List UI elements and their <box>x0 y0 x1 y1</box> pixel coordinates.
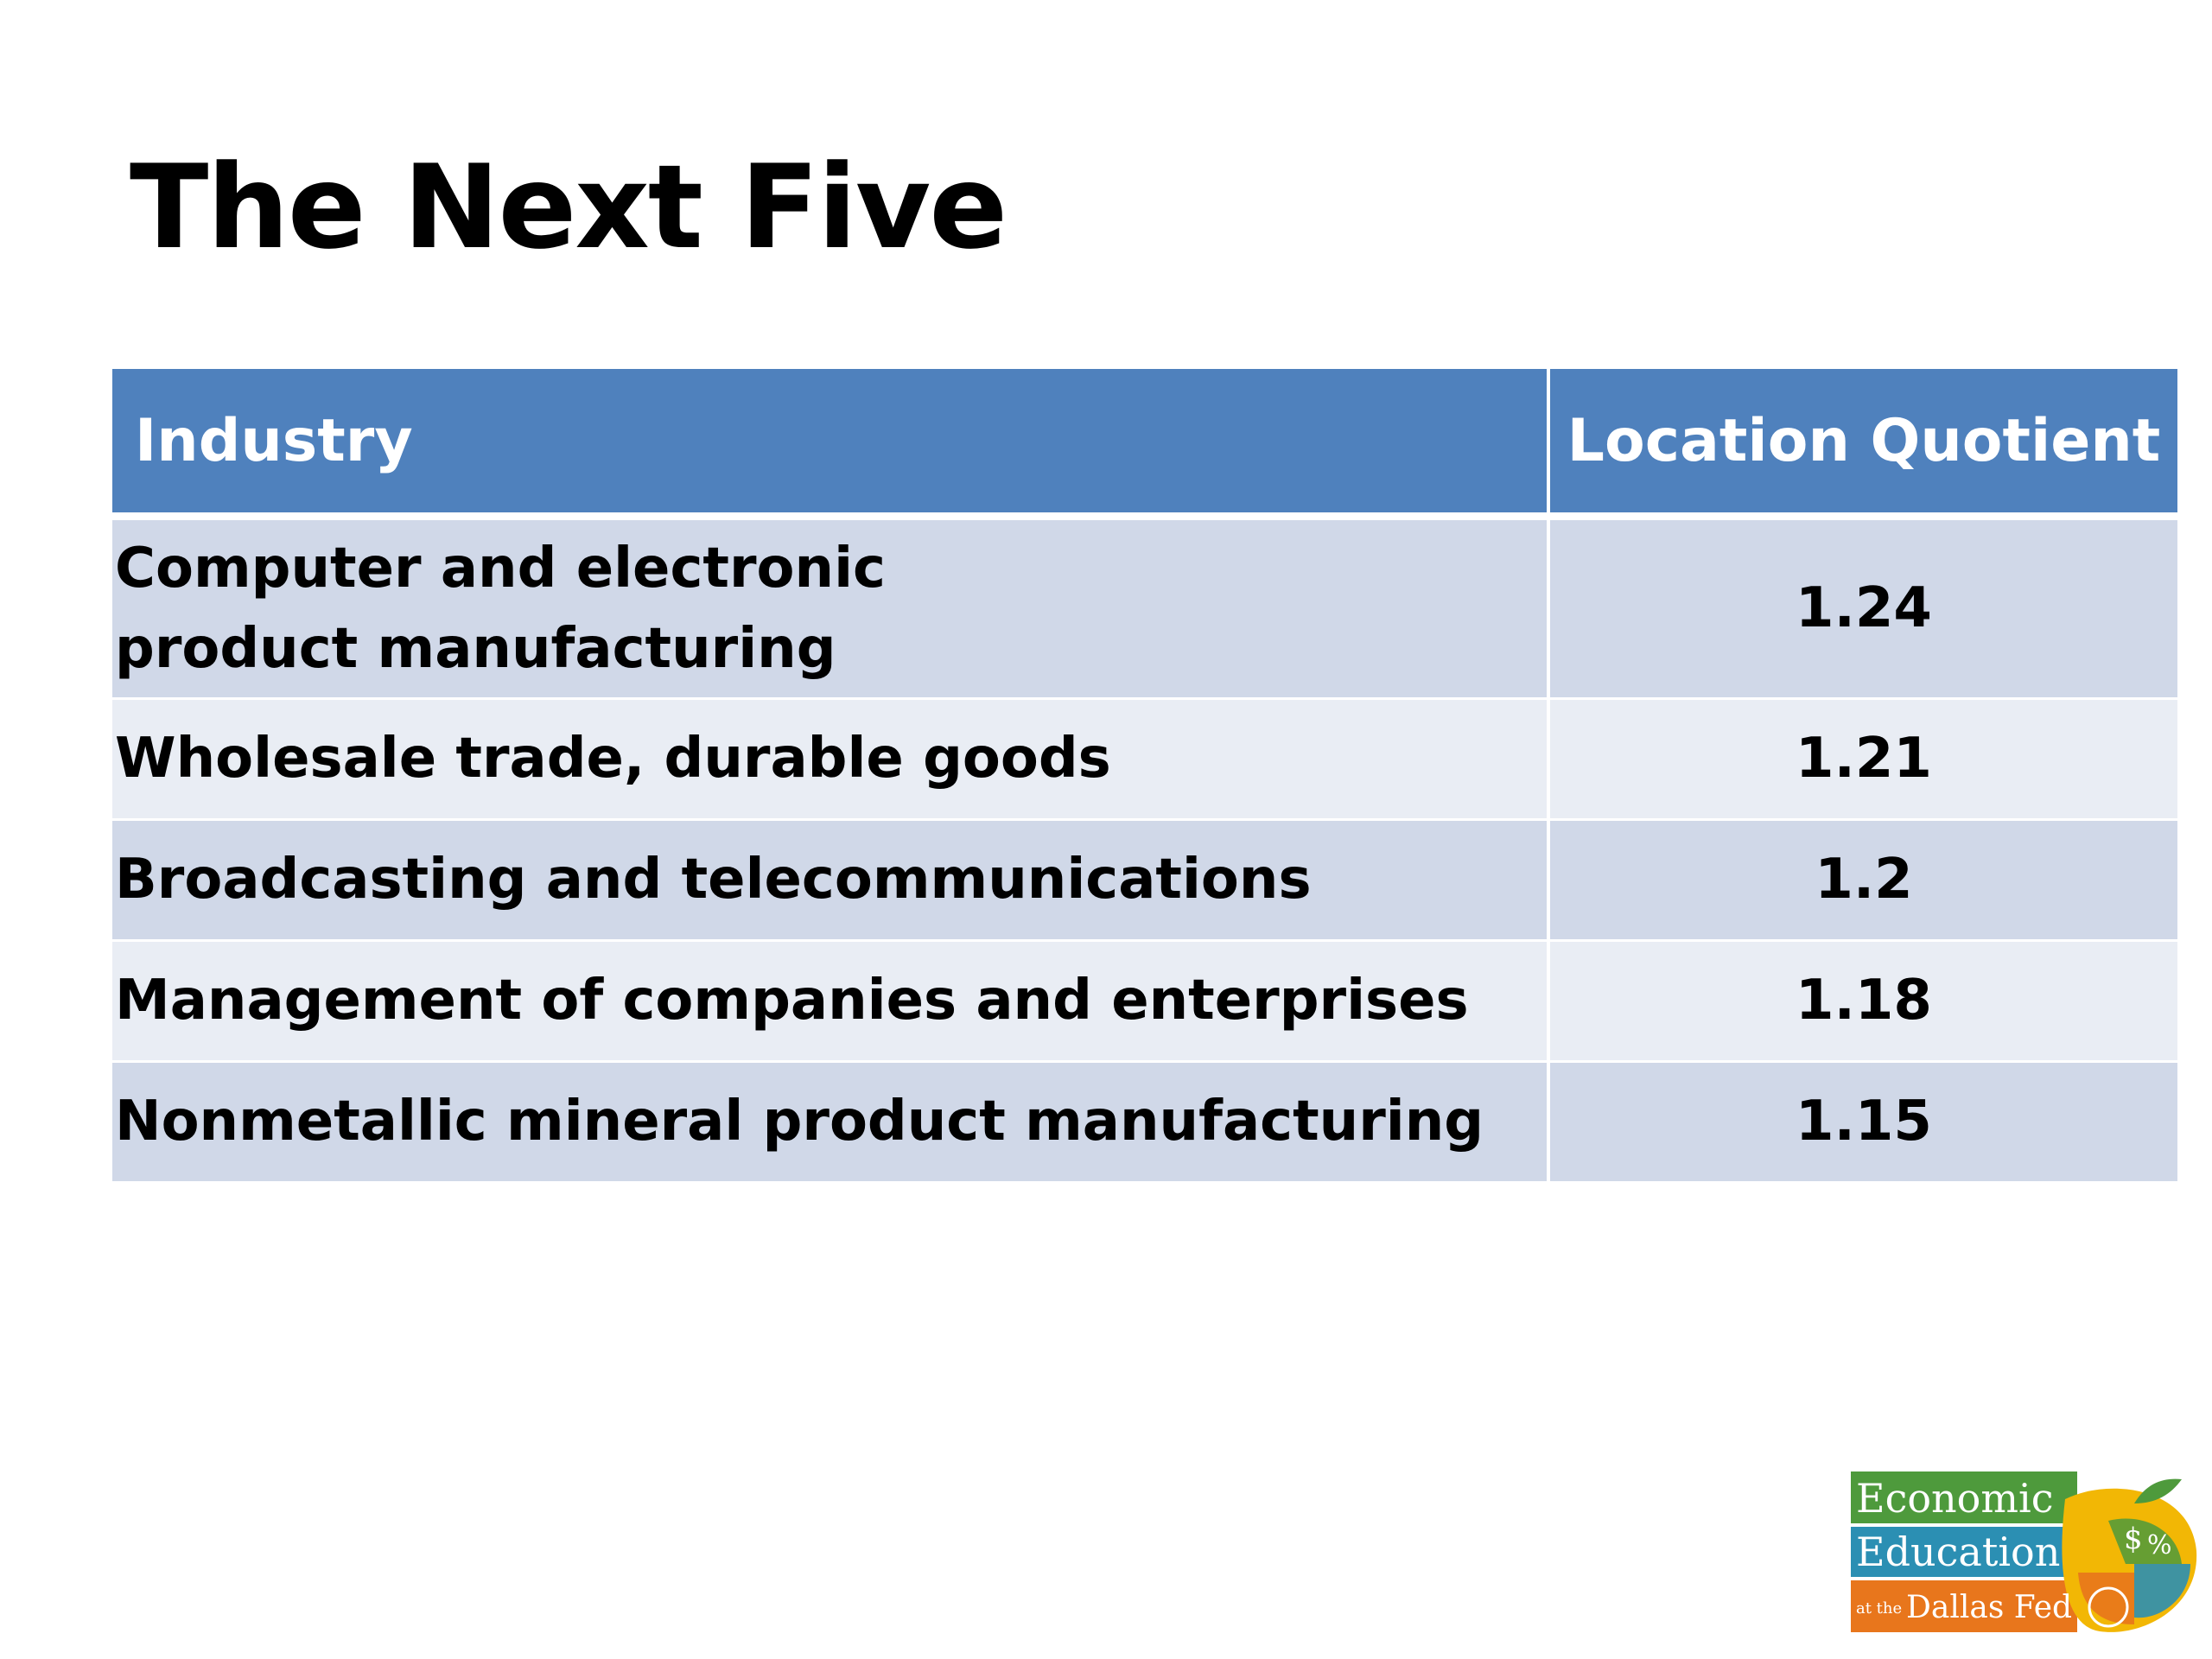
table-header-row: Industry Location Quotient <box>112 369 2177 518</box>
table-row: Computer and electronic product manufact… <box>112 518 2177 697</box>
slide-title: The Next Five <box>130 140 1007 275</box>
logo-band-teal <box>1851 1527 2077 1577</box>
logo-text-line1: Economic <box>1856 1475 2053 1522</box>
location-quotient-cell: 1.2 <box>1547 818 2177 939</box>
industry-cell: Nonmetallic mineral product manufacturin… <box>112 1060 1547 1181</box>
industry-cell: Wholesale trade, durable goods <box>112 697 1547 818</box>
logo-text-line2: Education <box>1856 1529 2060 1575</box>
table-row: Broadcasting and telecommunications 1.2 <box>112 818 2177 939</box>
location-quotient-cell: 1.15 <box>1547 1060 2177 1181</box>
location-quotient-cell: 1.18 <box>1547 939 2177 1060</box>
location-quotient-cell: 1.21 <box>1547 697 2177 818</box>
industry-cell: Computer and electronic product manufact… <box>112 518 1547 697</box>
logo-text-line3-prefix: at the <box>1856 1599 1902 1618</box>
column-header-location-quotient: Location Quotient <box>1547 369 2177 518</box>
location-quotient-cell: 1.24 <box>1547 518 2177 697</box>
economic-education-logo: $ % Economic Education at the Dallas Fed <box>1849 1469 2203 1637</box>
industry-cell: Broadcasting and telecommunications <box>112 818 1547 939</box>
industry-cell: Management of companies and enterprises <box>112 939 1547 1060</box>
logo-band-green <box>1851 1471 2077 1523</box>
industry-table: Industry Location Quotient Computer and … <box>112 369 2177 1181</box>
logo-text-line3: Dallas Fed <box>1906 1590 2072 1625</box>
svg-text:$: $ <box>2124 1522 2143 1556</box>
column-header-industry: Industry <box>112 369 1547 518</box>
table-row: Nonmetallic mineral product manufacturin… <box>112 1060 2177 1181</box>
logo-band-orange <box>1851 1580 2077 1632</box>
logo-leaf <box>2134 1478 2182 1503</box>
table-row: Management of companies and enterprises … <box>112 939 2177 1060</box>
table-row: Wholesale trade, durable goods 1.21 <box>112 697 2177 818</box>
svg-text:%: % <box>2147 1530 2172 1560</box>
